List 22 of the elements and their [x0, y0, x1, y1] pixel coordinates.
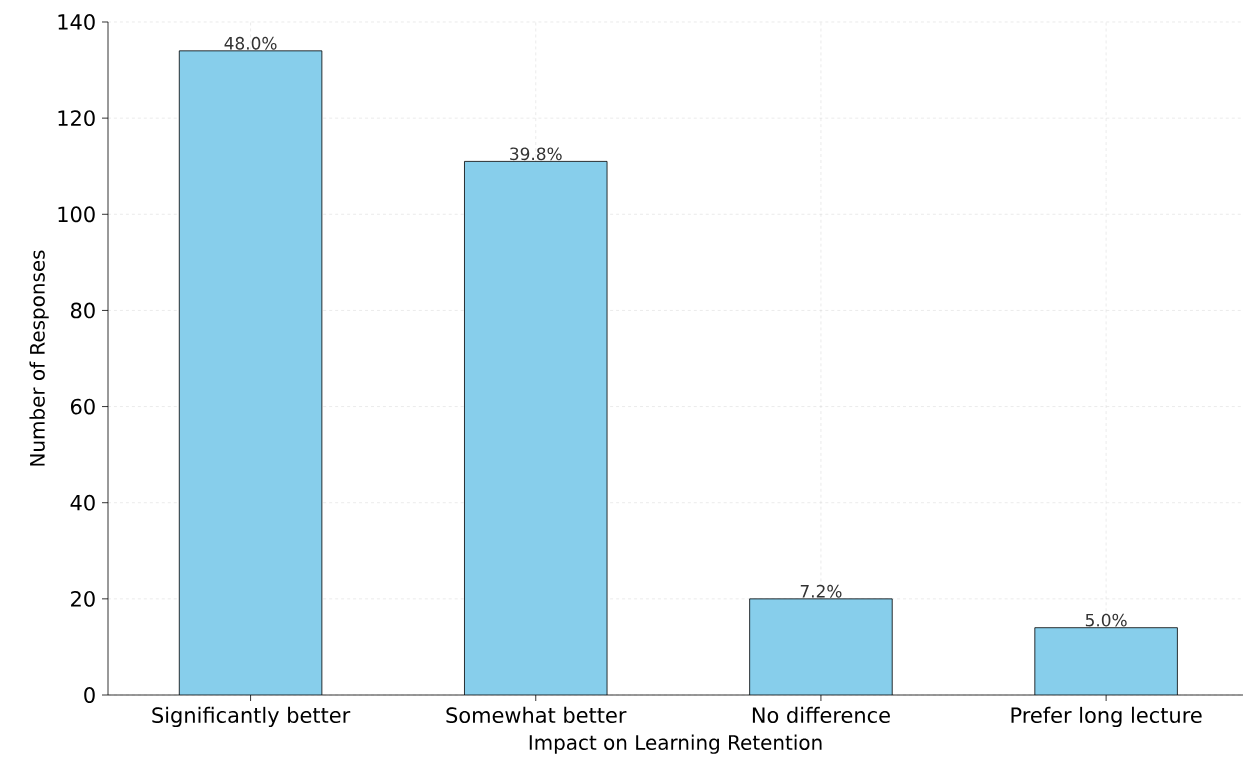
y-tick-label: 100: [58, 206, 95, 223]
bar: [464, 161, 608, 695]
y-tick-label: 140: [58, 14, 95, 30]
annotation: 5.0%: [1085, 613, 1127, 627]
x-tick-label: Somewhat better: [446, 706, 627, 724]
y-tick-label: 120: [58, 110, 95, 127]
x-axis-title: Impact on Learning Retention: [529, 734, 822, 754]
y-tick-label: 0: [84, 687, 95, 703]
annotation: 7.2%: [800, 584, 842, 598]
x-tick-label: Significantly better: [152, 706, 351, 728]
x-tick-label: No difference: [752, 706, 890, 724]
annotation: 48.0%: [224, 36, 277, 50]
y-tick-label: 40: [70, 494, 95, 511]
y-tick-label: 20: [71, 590, 95, 607]
x-tick-label: Prefer long lecture: [1011, 706, 1202, 728]
y-tick-label: 80: [70, 302, 95, 319]
bar: [749, 598, 893, 695]
bar: [1034, 627, 1178, 695]
annotation: 39.8%: [510, 147, 562, 161]
bar: [179, 50, 322, 695]
y-axis-title: Number of Responses: [29, 250, 49, 466]
y-tick-label: 60: [70, 398, 95, 415]
